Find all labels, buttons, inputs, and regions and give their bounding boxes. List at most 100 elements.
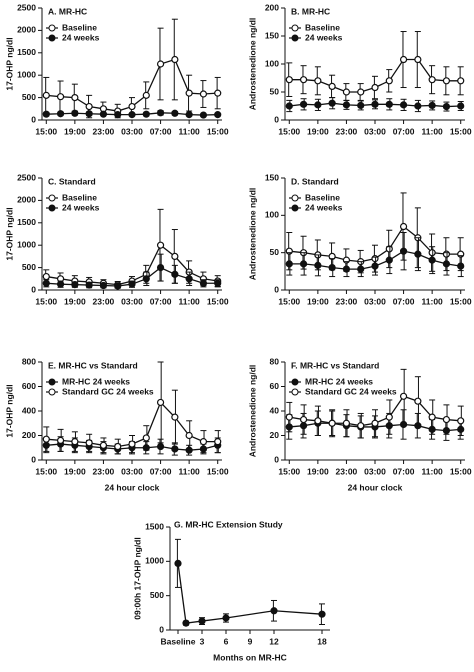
data-point xyxy=(142,91,150,99)
x-tick-label: 07:00 xyxy=(393,466,415,476)
data-point xyxy=(299,100,308,108)
data-point xyxy=(114,442,122,451)
y-axis-label: 17-OHP ng/dl xyxy=(4,207,14,260)
data-point xyxy=(371,255,379,263)
x-tick-label: 6 xyxy=(224,636,229,646)
x-tick-label: 07:00 xyxy=(150,296,172,306)
x-tick-label: 07:00 xyxy=(150,126,172,136)
x-tick-label: 23:00 xyxy=(93,296,115,306)
data-point xyxy=(171,413,179,421)
data-point xyxy=(399,101,408,109)
data-point xyxy=(371,83,379,92)
data-point xyxy=(85,439,93,447)
data-point xyxy=(385,100,393,108)
y-axis-label: Androstenedione ng/dl xyxy=(247,18,257,111)
legend-label: MR-HC 24 weeks xyxy=(62,376,130,386)
data-point xyxy=(171,445,179,453)
legend-label: Baseline xyxy=(62,192,97,202)
x-tick-label: 03:00 xyxy=(121,466,143,476)
data-point xyxy=(428,76,436,84)
y-tick-label: 800 xyxy=(22,356,36,366)
panel-title: E. MR-HC vs Standard xyxy=(48,360,138,370)
x-tick-label: 03:00 xyxy=(121,296,143,306)
data-point xyxy=(128,280,136,288)
data-point xyxy=(222,614,230,622)
panel-title: C. Standard xyxy=(48,176,96,186)
data-point xyxy=(457,425,465,433)
data-point xyxy=(42,110,50,118)
x-tick-label: 15:00 xyxy=(35,296,57,306)
legend-label: Standard GC 24 weeks xyxy=(62,386,154,396)
data-point xyxy=(99,281,108,290)
data-point xyxy=(357,101,365,110)
data-point xyxy=(285,76,293,84)
x-tick-label: 15:00 xyxy=(450,296,472,306)
x-tick-label: 11:00 xyxy=(422,466,444,476)
data-point xyxy=(399,222,408,231)
data-point xyxy=(457,250,465,258)
data-point xyxy=(156,109,165,117)
data-point xyxy=(171,109,179,117)
x-tick-label: 19:00 xyxy=(64,126,86,136)
data-point xyxy=(314,77,322,85)
data-point xyxy=(171,270,179,278)
data-point xyxy=(199,111,208,119)
y-axis-label: Androstenedione ng/dl xyxy=(247,188,257,281)
legend-label: Baseline xyxy=(305,192,340,202)
x-tick-label: 15:00 xyxy=(207,126,229,136)
data-point xyxy=(385,77,393,85)
data-point xyxy=(185,275,193,283)
x-tick-label: 15:00 xyxy=(35,466,57,476)
panel-title: A. MR-HC xyxy=(48,6,87,16)
legend-label: 24 weeks xyxy=(305,32,343,42)
data-point xyxy=(56,93,65,101)
x-tick-label: 03:00 xyxy=(364,466,386,476)
data-point xyxy=(285,102,293,110)
x-tick-label: 9 xyxy=(248,636,253,646)
data-point xyxy=(56,280,65,288)
panel-title: B. MR-HC xyxy=(291,6,330,16)
y-tick-label: 1000 xyxy=(17,239,36,249)
y-tick-label: 20 xyxy=(270,430,280,440)
data-point xyxy=(156,442,165,451)
data-point xyxy=(399,392,408,400)
x-tick-label: 19:00 xyxy=(64,296,86,306)
y-tick-label: 80 xyxy=(270,356,280,366)
data-point xyxy=(371,100,379,108)
y-tick-label: 500 xyxy=(22,262,36,272)
data-point xyxy=(442,427,451,435)
data-point xyxy=(71,281,79,289)
data-point xyxy=(270,607,278,615)
x-tick-label: 11:00 xyxy=(179,296,201,306)
y-tick-label: 100 xyxy=(265,210,279,220)
data-point xyxy=(71,438,79,446)
data-point xyxy=(314,417,322,425)
data-point xyxy=(42,279,50,287)
data-point xyxy=(199,90,208,98)
y-tick-label: 60 xyxy=(270,381,280,391)
data-point xyxy=(56,110,65,118)
data-point xyxy=(414,250,422,258)
data-point xyxy=(399,55,408,64)
x-tick-label: 23:00 xyxy=(336,466,358,476)
data-point xyxy=(299,260,308,268)
data-point xyxy=(457,417,465,425)
x-tick-label: 07:00 xyxy=(393,126,415,136)
data-point xyxy=(442,415,451,424)
data-point xyxy=(185,431,193,440)
data-point xyxy=(198,617,206,625)
y-tick-label: 50 xyxy=(270,86,280,96)
data-point xyxy=(357,422,365,430)
legend-marker xyxy=(48,378,56,386)
data-point xyxy=(171,252,179,260)
data-point xyxy=(156,60,165,68)
data-point xyxy=(399,420,408,429)
data-point xyxy=(414,397,422,405)
data-point xyxy=(85,281,93,289)
data-point xyxy=(128,102,136,111)
data-point xyxy=(457,262,465,270)
x-tick-label: Baseline xyxy=(161,636,196,646)
x-tick-label: 15:00 xyxy=(450,466,472,476)
data-point xyxy=(114,111,122,119)
